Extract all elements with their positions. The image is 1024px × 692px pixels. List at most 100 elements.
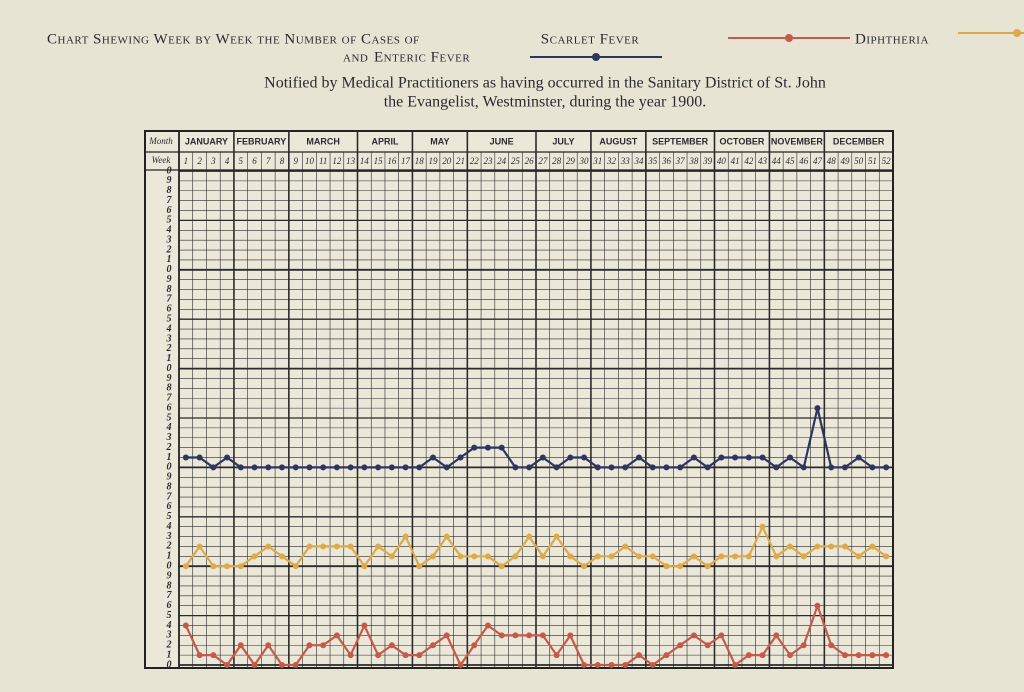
week-label: 7: [266, 156, 271, 166]
data-point: [855, 652, 862, 659]
week-label: 32: [606, 156, 617, 166]
data-point: [718, 553, 725, 560]
week-label: 18: [415, 156, 425, 166]
data-point: [553, 652, 560, 659]
data-point: [292, 563, 299, 570]
subtitle: Notified by Medical Practitioners as hav…: [264, 75, 826, 92]
week-label: 25: [511, 156, 521, 166]
data-point: [635, 553, 642, 560]
data-point: [292, 464, 299, 471]
data-point: [608, 464, 615, 471]
data-point: [567, 553, 574, 560]
y-tick-label: 6: [167, 501, 172, 512]
data-point: [526, 533, 533, 540]
data-point: [224, 662, 231, 668]
legend-label: Enteric Fever: [374, 49, 470, 65]
week-label: 29: [566, 156, 576, 166]
week-label: 6: [252, 156, 257, 166]
y-tick-label: 3: [166, 432, 172, 443]
y-tick-label: 3: [166, 531, 172, 542]
y-tick-label: 0: [167, 462, 172, 473]
data-point: [265, 543, 272, 550]
y-tick-label: 8: [167, 580, 172, 591]
data-point: [512, 464, 519, 471]
y-tick-label: 1: [167, 452, 172, 463]
data-point: [457, 454, 464, 461]
data-point: [196, 652, 203, 659]
week-label: 21: [456, 156, 465, 166]
data-point: [416, 652, 423, 659]
week-label: 31: [592, 156, 602, 166]
data-point: [732, 553, 739, 560]
data-point: [361, 622, 368, 629]
data-point: [649, 662, 656, 668]
data-point: [855, 454, 862, 461]
y-tick-label: 0: [167, 560, 172, 571]
data-point: [869, 543, 876, 550]
data-point: [787, 543, 794, 550]
week-label: 46: [799, 156, 809, 166]
y-tick-label: 5: [167, 610, 172, 621]
data-point: [320, 543, 327, 550]
y-tick-label: 8: [167, 481, 172, 492]
data-point: [663, 464, 670, 471]
data-point: [800, 464, 807, 471]
data-point: [361, 464, 368, 471]
data-point: [553, 533, 560, 540]
data-point: [388, 553, 395, 560]
y-tick-label: 3: [166, 333, 172, 344]
data-point: [498, 444, 505, 451]
data-point: [539, 553, 546, 560]
data-point: [333, 464, 340, 471]
data-point: [883, 464, 890, 471]
data-point: [759, 523, 766, 530]
week-label: 37: [675, 156, 686, 166]
data-point: [581, 563, 588, 570]
y-tick-label: 5: [167, 412, 172, 423]
y-tick-label: 6: [167, 304, 172, 315]
y-tick-label: 9: [167, 472, 172, 483]
data-point: [347, 652, 354, 659]
data-point: [814, 602, 821, 609]
y-tick-label: 9: [167, 373, 172, 384]
y-tick-label: 6: [167, 205, 172, 216]
data-point: [388, 464, 395, 471]
data-point: [594, 464, 601, 471]
y-tick-label: 4: [166, 521, 172, 532]
data-point: [484, 553, 491, 560]
week-label: 1: [184, 156, 189, 166]
data-point: [333, 543, 340, 550]
data-point: [677, 464, 684, 471]
data-point: [402, 652, 409, 659]
week-label: 48: [827, 156, 837, 166]
legend-dot: [1013, 29, 1021, 37]
week-label: 34: [633, 156, 644, 166]
data-point: [471, 642, 478, 649]
data-point: [402, 533, 409, 540]
data-point: [608, 662, 615, 668]
data-point: [388, 642, 395, 649]
week-label: 17: [401, 156, 411, 166]
data-point: [663, 563, 670, 570]
data-point: [471, 553, 478, 560]
data-point: [635, 652, 642, 659]
week-label: 5: [239, 156, 244, 166]
data-point: [732, 662, 739, 668]
month-label: JUNE: [490, 136, 514, 146]
week-label: 20: [442, 156, 452, 166]
subtitle: the Evangelist, Westminster, during the …: [384, 94, 707, 111]
y-tick-label: 8: [167, 185, 172, 196]
data-point: [265, 642, 272, 649]
data-point: [649, 464, 656, 471]
y-tick-label: 9: [167, 175, 172, 186]
week-label: 11: [319, 156, 327, 166]
data-point: [814, 405, 821, 412]
data-point: [622, 464, 629, 471]
data-point: [773, 632, 780, 639]
data-point: [869, 464, 876, 471]
data-point: [210, 464, 217, 471]
month-label: FEBRUARY: [237, 136, 287, 146]
y-tick-label: 5: [167, 511, 172, 522]
data-point: [663, 652, 670, 659]
week-label: 52: [882, 156, 892, 166]
